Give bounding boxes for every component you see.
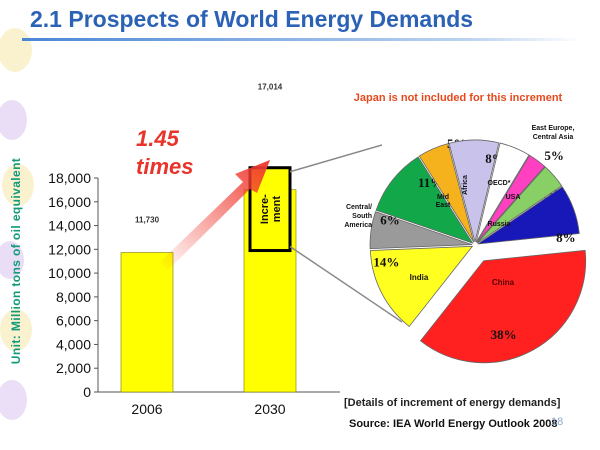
pie-slice — [418, 143, 475, 243]
page-number: 18 — [551, 416, 564, 428]
source-note: Source: IEA World Energy Outlook 2008 — [349, 418, 558, 430]
pie-category-label: Asia** — [529, 244, 550, 251]
y-tick-label: 2,000 — [56, 360, 91, 376]
pie-value-label: 8% — [556, 230, 576, 245]
pie-slice-group: 6% — [369, 211, 473, 250]
pie-chart: 38%14%6%11%5%8%5%3%4%8%ChinaIndiaCentral… — [344, 125, 587, 364]
pie-value-label: 14% — [373, 254, 399, 269]
y-tick-label: 10,000 — [48, 265, 91, 281]
growth-arrow — [160, 160, 270, 270]
bar-value-label: 17,014 — [258, 83, 283, 92]
pie-slice — [369, 245, 474, 328]
page-title: 2.1 Prospects of World Energy Demands — [30, 6, 474, 32]
bar-chart: 0 2,000 4,000 6,000 8,000 10,000 12,000 14,000 1… — [9, 83, 403, 417]
y-tick-label: 6,000 — [56, 313, 91, 329]
details-label: [Details of increment of energy demands] — [344, 397, 561, 409]
increment-label: Incre-ment — [259, 194, 283, 224]
pie-slice — [448, 139, 500, 243]
y-tick-label: 4,000 — [56, 336, 91, 352]
pie-category-label: Central/ — [346, 204, 372, 211]
pie-slice — [475, 142, 530, 243]
japan-note: Japan is not included for this increment — [353, 92, 563, 104]
pie-category-label: India — [410, 273, 429, 282]
pie-category-label: East — [436, 202, 451, 209]
pie-slice — [419, 249, 587, 364]
pie-slice — [375, 156, 474, 244]
pie-value-label: 38% — [491, 327, 517, 342]
pie-slice — [477, 186, 580, 245]
y-tick-label: 14,000 — [48, 218, 91, 234]
pie-category-label: East Europe, — [532, 125, 575, 132]
pie-category-label: Africa — [462, 175, 469, 195]
y-tick-label: 12,000 — [48, 241, 91, 257]
pie-slice — [476, 154, 546, 243]
y-tick-label: 18,000 — [48, 170, 91, 186]
pie-category-label: Mid — [437, 194, 449, 201]
y-tick-label: 0 — [83, 384, 91, 400]
multiplier-value: 1.45 — [136, 126, 180, 151]
pie-value-label: 5% — [544, 148, 564, 163]
bar-2006 — [120, 252, 174, 393]
pie-slice — [476, 166, 563, 244]
bar-value-label: 11,730 — [135, 216, 160, 225]
pie-category-label: USA — [506, 194, 521, 201]
pie-slice-group: 38% — [419, 249, 587, 364]
x-tick-label: 2030 — [254, 401, 285, 417]
pie-slice — [369, 211, 473, 250]
pie-slice-group: 5% — [475, 142, 564, 243]
title-underline — [22, 38, 582, 41]
x-tick-label: 2006 — [131, 401, 162, 417]
pie-category-label: China — [492, 278, 515, 287]
pie-category-label: OECD* — [488, 180, 511, 187]
pie-category-label: Russia — [488, 221, 511, 228]
pie-category-label: America — [344, 222, 372, 229]
y-tick-label: 16,000 — [48, 194, 91, 210]
connector-line — [289, 144, 383, 173]
connector-line — [289, 245, 403, 323]
pie-category-label: Central Asia — [533, 134, 574, 141]
y-axis-label: Unit: Million tons of oil equivalent — [9, 158, 23, 364]
multiplier-unit: times — [136, 154, 193, 179]
pie-category-label: South — [352, 213, 372, 220]
y-tick-label: 8,000 — [56, 289, 91, 305]
pie-slice-group: 8% — [477, 186, 580, 245]
pie-slice-group: 14% — [369, 245, 474, 328]
